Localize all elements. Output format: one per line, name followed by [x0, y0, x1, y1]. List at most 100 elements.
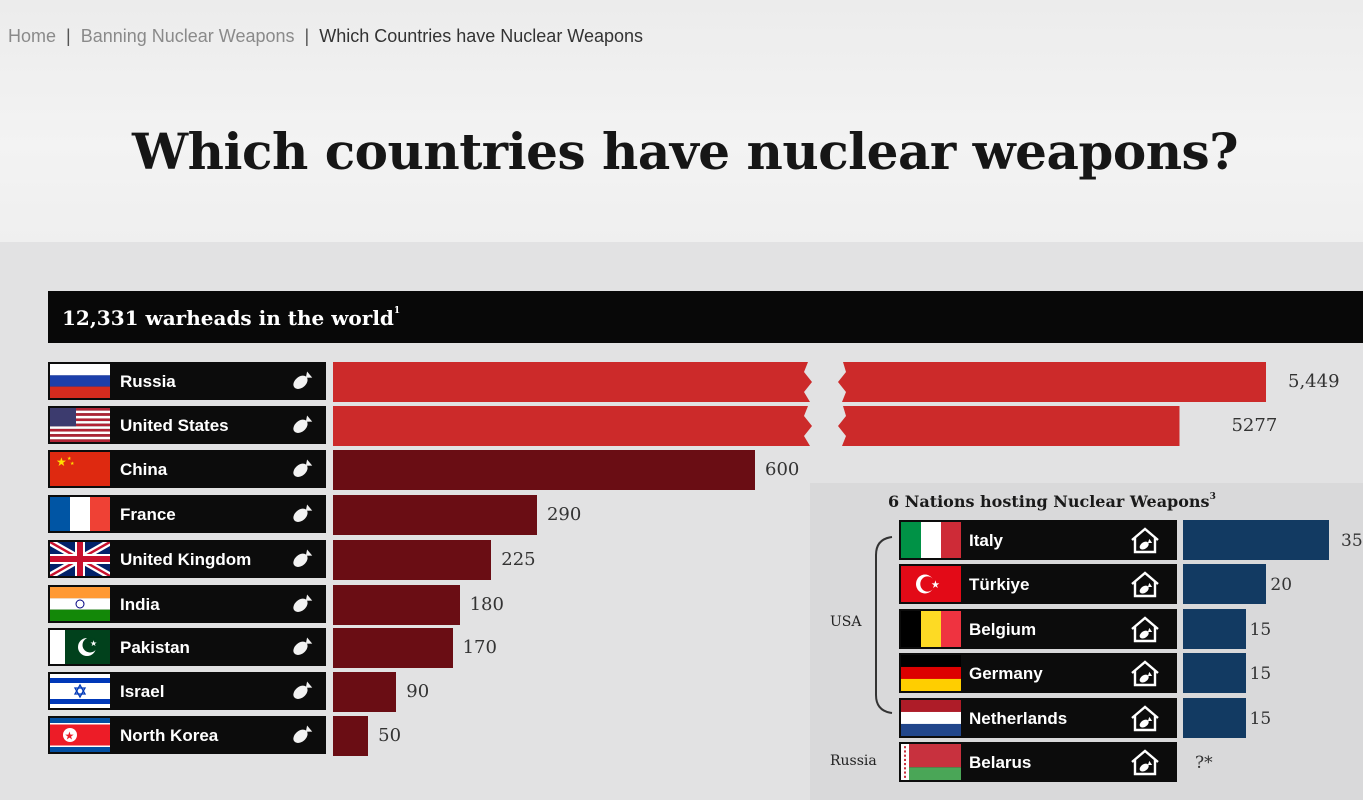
country-name: Israel	[120, 682, 165, 701]
value-label: 290	[546, 504, 582, 525]
country-row-israel: Israel	[48, 672, 326, 710]
country-name: Russia	[120, 372, 176, 391]
belarus-flag-icon	[901, 744, 961, 780]
svg-text:★: ★	[67, 456, 72, 462]
group-label-usa: USA	[830, 614, 862, 630]
country-row-united-kingdom: United Kingdom	[48, 538, 326, 580]
host-country-name: Belarus	[969, 753, 1032, 772]
united-kingdom-flag-icon	[48, 538, 112, 580]
svg-text:★: ★	[931, 580, 940, 591]
united-states-flag-icon	[50, 408, 110, 442]
netherlands-flag-icon	[901, 700, 961, 736]
country-name: Pakistan	[120, 638, 190, 657]
host-country-name: Belgium	[969, 620, 1037, 639]
value-label: 225	[501, 549, 536, 570]
country-name: China	[120, 460, 168, 479]
house-bomb-icon	[1129, 526, 1161, 554]
nuclear-bomb-icon	[290, 370, 314, 392]
nuclear-bomb-icon	[290, 414, 314, 436]
nuclear-bomb-icon	[290, 636, 314, 658]
breadcrumb-current: Which Countries have Nuclear Weapons	[319, 26, 644, 46]
bar-segment	[838, 406, 1180, 446]
nuclear-bomb-icon	[290, 680, 314, 702]
breadcrumb-separator: |	[66, 26, 71, 46]
pakistan-flag-icon: ★	[50, 630, 110, 664]
value-label: 600	[765, 459, 800, 480]
country-row-china: ★ ★ ★ China	[48, 450, 326, 488]
russia-flag-icon	[50, 364, 110, 398]
bar-united-kingdom	[333, 540, 492, 580]
chart-title-footnote: 1	[393, 306, 401, 316]
host-bar-germany	[1183, 653, 1246, 693]
breadcrumb-home-link[interactable]: Home	[8, 26, 57, 46]
house-bomb-icon	[1129, 570, 1161, 598]
host-row-belgium: Belgium	[899, 609, 1177, 649]
country-name: France	[120, 505, 176, 524]
usa-group-brace	[875, 536, 893, 714]
chart-header-bar: 12,331 warheads in the world1	[48, 291, 1363, 343]
north-korea-flag-icon: ★	[50, 718, 110, 752]
value-label: 5,449	[1288, 371, 1340, 392]
nuclear-bomb-icon	[290, 458, 314, 480]
hosting-title-footnote: 3	[1209, 492, 1216, 502]
svg-text:★: ★	[56, 455, 67, 469]
germany-flag-icon	[901, 655, 961, 691]
israel-flag-icon	[50, 674, 110, 708]
house-bomb-icon	[1129, 704, 1161, 732]
host-value-label: 15	[1249, 620, 1272, 640]
svg-text:★: ★	[90, 639, 97, 648]
china-flag-icon: ★ ★ ★	[50, 452, 110, 486]
value-label: 170	[462, 637, 497, 658]
host-row-turkiye: ★ Türkiye	[899, 564, 1177, 604]
india-flag-icon	[50, 587, 110, 621]
belgium-flag-icon	[901, 611, 961, 647]
bar-united-states	[333, 406, 1180, 446]
host-row-italy: Italy	[899, 520, 1177, 560]
host-country-name: Netherlands	[969, 709, 1068, 728]
country-row-india: India	[48, 585, 326, 623]
bar-israel	[333, 672, 397, 712]
svg-text:★: ★	[70, 461, 75, 467]
host-bar-netherlands	[1183, 698, 1246, 738]
country-name: North Korea	[120, 726, 219, 745]
host-value-label: 15	[1249, 664, 1272, 684]
host-row-belarus: Belarus	[899, 742, 1177, 782]
host-bar-belgium	[1183, 609, 1246, 649]
host-row-germany: Germany	[899, 653, 1177, 693]
country-name: United States	[120, 416, 229, 435]
host-value-label: ?*	[1195, 753, 1213, 773]
host-country-name: Germany	[969, 664, 1043, 683]
bar-russia	[333, 362, 1266, 402]
value-label: 5277	[1231, 415, 1278, 436]
nuclear-bomb-icon	[290, 593, 314, 615]
bar-segment	[838, 362, 1266, 402]
host-country-name: Türkiye	[969, 575, 1030, 594]
country-row-france: France	[48, 495, 326, 533]
value-label: 90	[406, 681, 430, 702]
host-value-label: 20	[1270, 575, 1293, 595]
nuclear-bomb-icon	[290, 548, 314, 570]
breadcrumb-separator: |	[304, 26, 310, 46]
value-label: 180	[469, 594, 504, 615]
header-band	[0, 0, 1363, 242]
chart-title: 12,331 warheads in the world1	[62, 306, 401, 330]
bar-segment	[333, 362, 812, 402]
house-bomb-icon	[1129, 615, 1161, 643]
breadcrumb: Home | Banning Nuclear Weapons | Which Count…	[8, 26, 643, 47]
country-row-north-korea: ★ North Korea	[48, 716, 326, 754]
value-label: 50	[378, 725, 402, 746]
host-country-name: Italy	[969, 531, 1004, 550]
page-title: Which countries have nuclear weapons?	[132, 122, 1239, 181]
host-value-label: 15	[1249, 709, 1272, 729]
host-row-netherlands: Netherlands	[899, 698, 1177, 738]
breadcrumb-section-link[interactable]: Banning Nuclear Weapons	[80, 26, 295, 46]
country-row-russia: Russia	[48, 362, 326, 400]
country-row-pakistan: ★ Pakistan	[48, 628, 326, 666]
nuclear-bomb-icon	[290, 503, 314, 525]
host-bar-italy	[1183, 520, 1329, 560]
nuclear-bomb-icon	[290, 724, 314, 746]
country-row-united-states: United States	[48, 406, 326, 444]
host-bar-turkiye	[1183, 564, 1267, 604]
hosting-title: 6 Nations hosting Nuclear Weapons3	[888, 492, 1216, 511]
bar-india	[333, 585, 460, 625]
